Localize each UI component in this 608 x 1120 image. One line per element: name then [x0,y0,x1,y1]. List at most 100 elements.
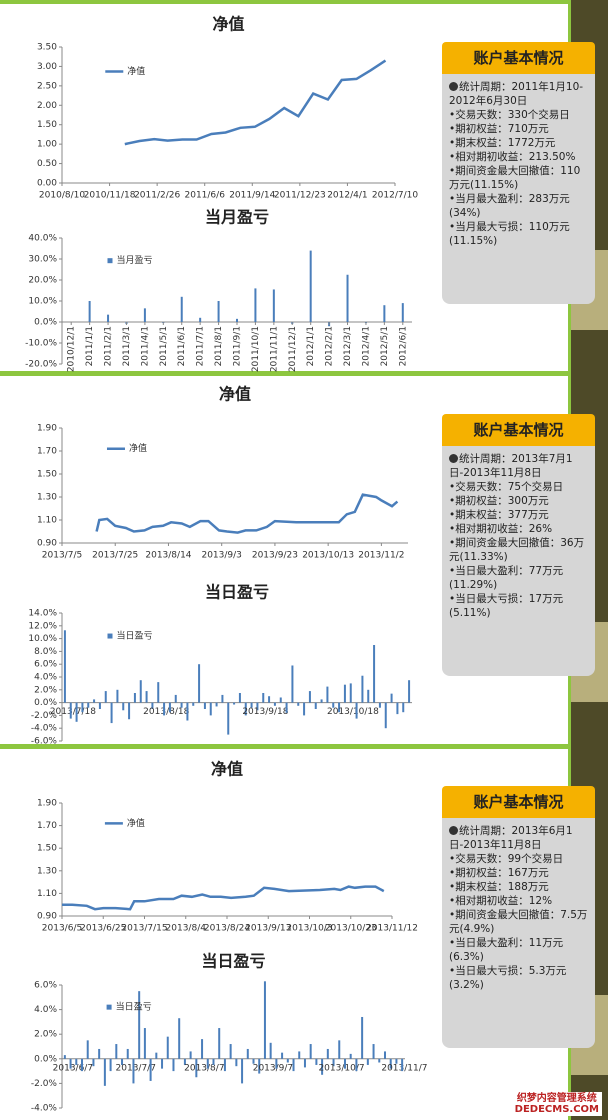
bar [361,1016,364,1059]
info-item: 统计周期：2011年1月10-2012年6月30日 [449,80,588,108]
y-tick-label: 0.90 [37,539,57,549]
bar [250,702,253,708]
line [95,493,399,534]
item-text: 期初权益：167万元 [455,867,549,879]
info-item: 期初权益：710万元 [449,122,588,136]
bar [138,991,141,1059]
bar [81,702,84,713]
x-tick-label: 2013/10/7 [318,1063,364,1073]
bar [203,702,206,709]
bar [238,693,241,703]
bar [244,702,247,716]
x-tick-label: 2011/1/1 [85,326,95,366]
bar [298,1051,301,1059]
x-tick-label: 2011/3/1 [122,326,132,366]
bar [109,1058,112,1072]
bar [155,1052,158,1059]
y-tick-label: 14.0% [28,609,57,619]
item-text: 期末权益：377万元 [455,509,549,521]
bar [221,694,224,703]
bar [151,702,154,709]
bar [309,1044,312,1059]
x-tick-label: 2013/7/7 [116,1063,156,1073]
y-tick-label: 6.0% [34,660,57,670]
x-tick-label: 2011/2/1 [104,326,114,366]
green-rule [0,744,570,749]
x-tick-label: 2013/11/2 [358,551,404,561]
info-item: 期间资金最大回撤值：36万元(11.33%) [449,536,588,564]
bar [63,630,66,703]
bar [384,702,387,729]
x-tick-label: 2011/8/1 [214,326,224,366]
x-tick-label: 2011/10/1 [251,326,261,372]
item-icon [449,454,458,463]
bar [195,1058,198,1078]
item-text: 当月最大盈利：283万元(34%) [449,193,570,219]
legend-label: 净值 [129,442,147,454]
bar [390,693,393,703]
bar [149,1058,152,1081]
legend-label: 当月盈亏 [117,254,153,266]
bar [297,702,300,706]
item-text: 交易天数：75个交易日 [455,481,564,493]
x-tick-label: 2011/9/1 [233,326,243,366]
bar [75,1058,78,1065]
x-tick-label: 2012/5/1 [380,326,390,366]
item-text: 期末权益：1772万元 [455,137,556,149]
info-item: 期末权益：188万元 [449,880,588,894]
x-tick-label: 2011/6/6 [185,191,226,201]
legend-label: 当日盈亏 [116,1001,152,1013]
x-tick-label: 2011/4/1 [140,326,150,366]
bar [183,1058,186,1065]
bar [338,702,341,713]
info-item: 当月最大盈利：283万元(34%) [449,192,588,220]
line [124,59,387,146]
y-tick-label: -4.0% [31,724,58,734]
bar [233,702,236,705]
y-tick-label: 1.90 [37,424,57,434]
bar [408,680,411,703]
info-item: 期间资金最大回撤值：7.5万元(4.9%) [449,908,588,936]
bar [314,702,317,709]
bar [98,1048,101,1059]
info-item: 期末权益：377万元 [449,508,588,522]
x-tick-label: 2013/9/23 [252,551,298,561]
bar [128,702,131,720]
bar [98,702,101,709]
panel-title: 账户基本情况 [442,414,595,446]
bar [145,691,148,703]
bar [279,697,282,703]
bar [373,645,376,703]
panel-title: 账户基本情况 [442,42,595,74]
item-icon [449,82,458,91]
bar [168,702,171,713]
y-tick-label: 1.10 [37,516,57,526]
bar [163,702,166,716]
y-tick-label: 3.50 [37,43,57,53]
x-tick-label: 2011/7/1 [196,326,206,366]
bar [178,1018,181,1059]
bar [383,305,386,322]
bar [81,1058,84,1072]
y-tick-label: 1.90 [37,799,57,809]
bar [103,1058,106,1086]
y-tick-label: 2.00 [37,101,57,111]
bar [199,317,202,322]
info-item: 当月最大亏损：110万元(11.15%) [449,220,588,248]
y-tick-label: 10.0% [28,297,57,307]
y-tick-label: -2.0% [31,1079,58,1089]
bar [383,1051,386,1059]
bar [126,1048,129,1059]
bar [246,1048,249,1059]
bar [63,1055,66,1059]
bar [349,1053,352,1059]
y-tick-label: 0.0% [34,318,57,328]
bar [132,1058,135,1084]
bar [275,1058,278,1069]
y-tick-label: -20.0% [25,360,57,370]
bar [262,693,265,703]
bar [372,1044,375,1059]
x-tick-label: 2011/11/1 [269,326,279,372]
bar [291,665,294,703]
bar [192,702,195,706]
